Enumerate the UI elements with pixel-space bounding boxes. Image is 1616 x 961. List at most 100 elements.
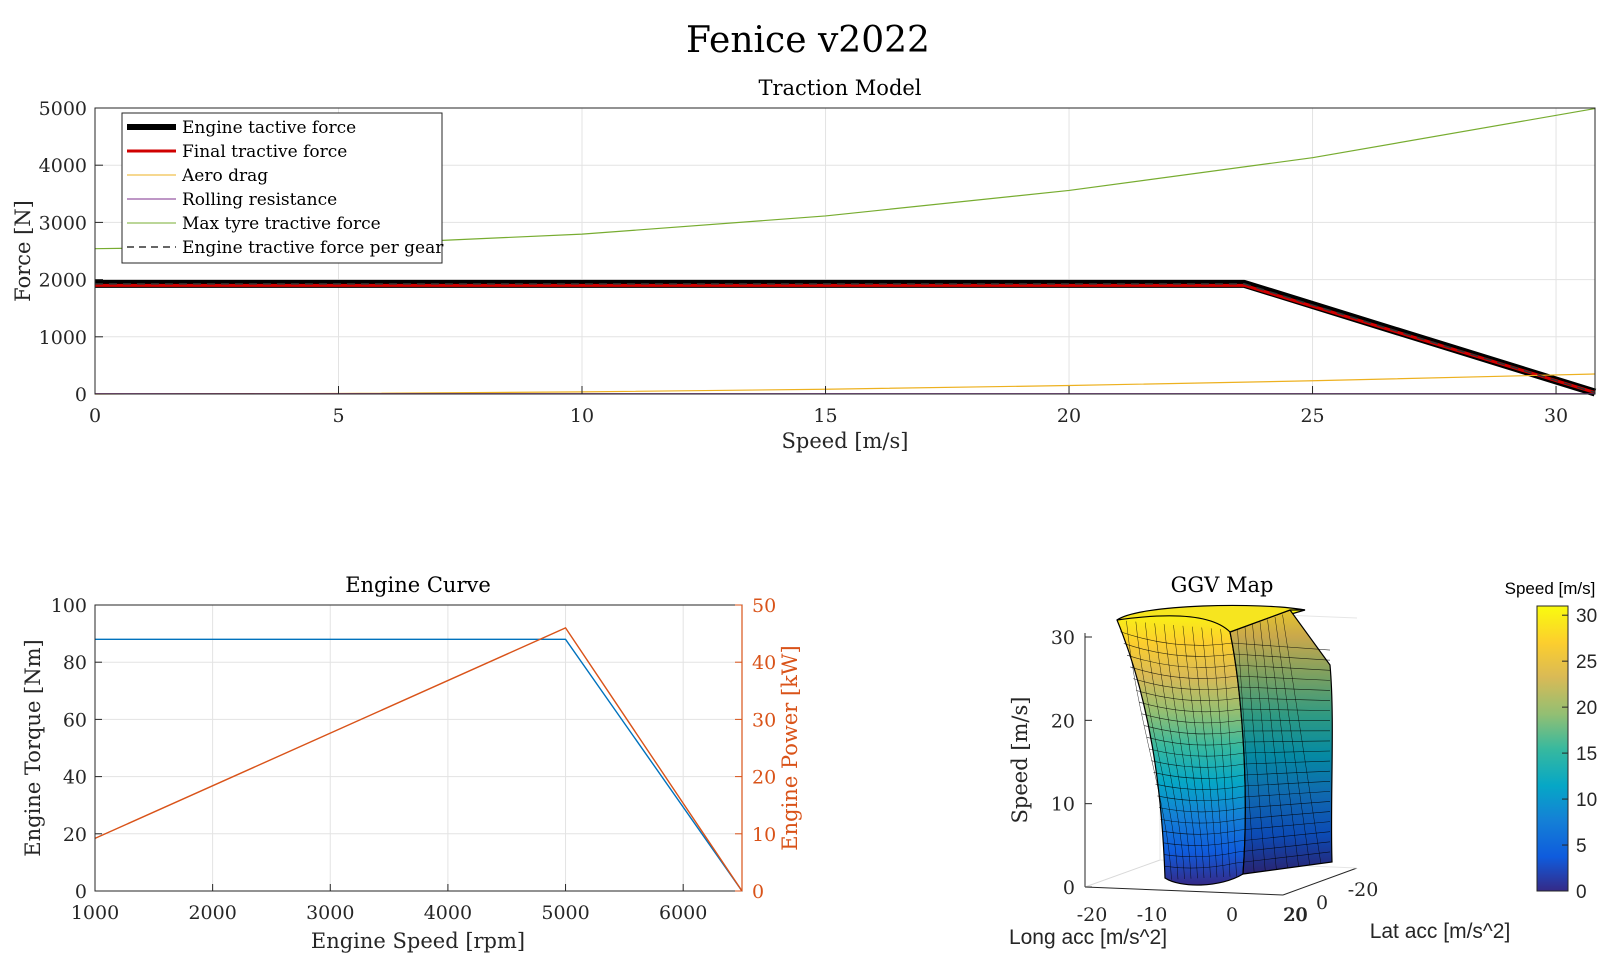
engine-y2-ticks: 0 10 20 30 40 50 <box>735 595 776 903</box>
ggv-mesh-ring <box>1136 690 1331 701</box>
traction-legend: Engine tactive force Final tractive forc… <box>121 112 444 264</box>
engine-y2label: Engine Power [kW] <box>778 645 802 850</box>
traction-ytick-label: 1000 <box>39 327 87 349</box>
engine-series-line-0 <box>95 638 743 892</box>
ggv-title: GGV Map <box>1171 573 1274 597</box>
traction-xtick-label: 10 <box>570 405 594 427</box>
legend-box <box>121 112 443 264</box>
traction-ytick-label: 2000 <box>39 270 87 292</box>
colorbar-tick-label: 15 <box>1576 744 1597 765</box>
ggv-mesh-ring <box>1126 654 1331 671</box>
ggv-mesh-ring <box>1153 770 1331 779</box>
ggv-mesh-ring <box>1161 821 1331 835</box>
traction-ytick-label: 0 <box>75 384 87 406</box>
engine-title: Engine Curve <box>345 573 491 597</box>
traction-axes-box <box>94 107 1596 395</box>
engine-xlabel: Engine Speed [rpm] <box>311 929 525 953</box>
colorbar-tick-label: 25 <box>1576 652 1597 673</box>
traction-xtick-label: 15 <box>813 405 837 427</box>
figure-title: Fenice v2022 <box>686 20 930 61</box>
ggv-ytick-label: 20 <box>1284 904 1308 926</box>
traction-y-ticks: 0 1000 2000 3000 4000 5000 <box>39 98 103 406</box>
engine-ytick-label: 100 <box>51 595 87 617</box>
ggv-xtick-label: -10 <box>1137 904 1168 926</box>
engine-y2tick-label: 40 <box>752 652 776 674</box>
engine-xtick-label: 1000 <box>71 902 119 924</box>
engine-series <box>94 627 743 892</box>
ggv-mesh-ring <box>1149 748 1331 757</box>
traction-chart: Traction Model 0 5 10 15 20 25 30 0 1000 2000 300… <box>11 76 1597 453</box>
ggv-xlabel: Long acc [m/s^2] <box>1009 926 1167 949</box>
ggv-y-axis-line <box>1282 867 1358 896</box>
traction-series-line-5 <box>95 283 1596 394</box>
colorbar-tick-label: 20 <box>1576 698 1597 719</box>
ggv-mesh-meridian <box>1192 626 1218 878</box>
engine-xtick-label: 6000 <box>659 902 707 924</box>
traction-ylabel: Force [N] <box>11 200 35 302</box>
ggv-mesh-meridian <box>1182 625 1211 878</box>
colorbar-tick-label: 30 <box>1576 606 1597 627</box>
traction-xtick-label: 0 <box>89 405 101 427</box>
ggv-ztick-label: 30 <box>1051 627 1075 649</box>
ggv-xtick-label: 0 <box>1226 904 1238 926</box>
engine-y2tick-label: 0 <box>752 881 764 903</box>
ggv-zlabel: Speed [m/s] <box>1008 697 1032 824</box>
ggv-xtick-label: -20 <box>1077 904 1108 926</box>
engine-xtick-label: 4000 <box>424 902 472 924</box>
ggv-mesh-ring <box>1162 831 1331 846</box>
ggv-mesh-ring <box>1151 760 1331 768</box>
engine-y2tick-label: 30 <box>752 709 776 731</box>
ggv-mesh-ring <box>1123 643 1331 661</box>
engine-y2tick-label: 20 <box>752 767 776 789</box>
ggv-x-ticks: -20 -10 0 20 <box>1077 904 1307 926</box>
engine-y-ticks: 0 20 40 60 80 100 <box>51 595 102 903</box>
ggv-mesh-side <box>1252 624 1277 870</box>
traction-xtick-label: 30 <box>1544 405 1568 427</box>
ggv-y-ticks: 20 0 -20 <box>1284 879 1378 926</box>
ggv-mesh-ring <box>1146 736 1331 746</box>
ggv-mesh-ring <box>1141 713 1331 724</box>
ggv-mesh-ring <box>1160 811 1331 824</box>
ggv-mesh-side <box>1274 616 1310 866</box>
traction-ytick-label: 3000 <box>39 212 87 234</box>
ggv-back-x-line <box>1084 859 1161 888</box>
traction-series-line-1 <box>95 283 1596 395</box>
engine-x-ticks: 1000 2000 3000 4000 5000 6000 <box>71 884 707 924</box>
ggv-mesh-meridian <box>1145 622 1185 880</box>
ggv-mesh-side <box>1259 621 1288 869</box>
ggv-mesh-ring <box>1133 678 1331 691</box>
ggv-mesh-ring <box>1120 631 1331 651</box>
colorbar-ticks: 0 5 10 15 20 25 30 <box>1562 606 1597 903</box>
ggv-ytick-label: 0 <box>1316 892 1328 914</box>
ggv-mesh-ring <box>1163 841 1331 858</box>
colorbar-label: Speed [m/s] <box>1505 579 1596 598</box>
engine-xtick-label: 3000 <box>306 902 354 924</box>
ggv-x-axis-line <box>1084 886 1284 896</box>
engine-ytick-label: 40 <box>63 767 87 789</box>
engine-grid <box>94 604 742 892</box>
ggv-colorbar: Speed [m/s] 0 5 10 15 20 25 30 <box>1505 579 1598 903</box>
ggv-surface-top <box>1116 604 1306 633</box>
ggv-mesh-side <box>1267 619 1299 867</box>
traction-series-line-2 <box>94 373 1596 395</box>
ggv-mesh-side <box>1244 626 1266 872</box>
engine-series-line-1 <box>94 627 743 892</box>
ggv-mesh-side <box>1282 614 1322 864</box>
ggv-mesh-ring <box>1155 780 1331 790</box>
ggv-mesh-ring <box>1130 666 1331 681</box>
traction-xlabel: Speed [m/s] <box>782 429 909 453</box>
traction-xtick-label: 5 <box>332 405 344 427</box>
traction-xtick-label: 20 <box>1057 405 1081 427</box>
ggv-mesh-meridian <box>1220 629 1237 877</box>
engine-xtick-label: 5000 <box>541 902 589 924</box>
ggv-mesh-ring <box>1144 725 1331 735</box>
legend-label-rolling: Rolling resistance <box>182 190 337 210</box>
colorbar-tick-label: 5 <box>1576 836 1587 857</box>
ggv-ztick-label: 20 <box>1051 710 1075 732</box>
ggv-mesh-meridian <box>1173 624 1205 879</box>
engine-ytick-label: 80 <box>63 652 87 674</box>
traction-series-line-0 <box>95 279 1597 397</box>
traction-title: Traction Model <box>758 76 921 100</box>
ggv-mesh-meridian <box>1154 623 1192 879</box>
